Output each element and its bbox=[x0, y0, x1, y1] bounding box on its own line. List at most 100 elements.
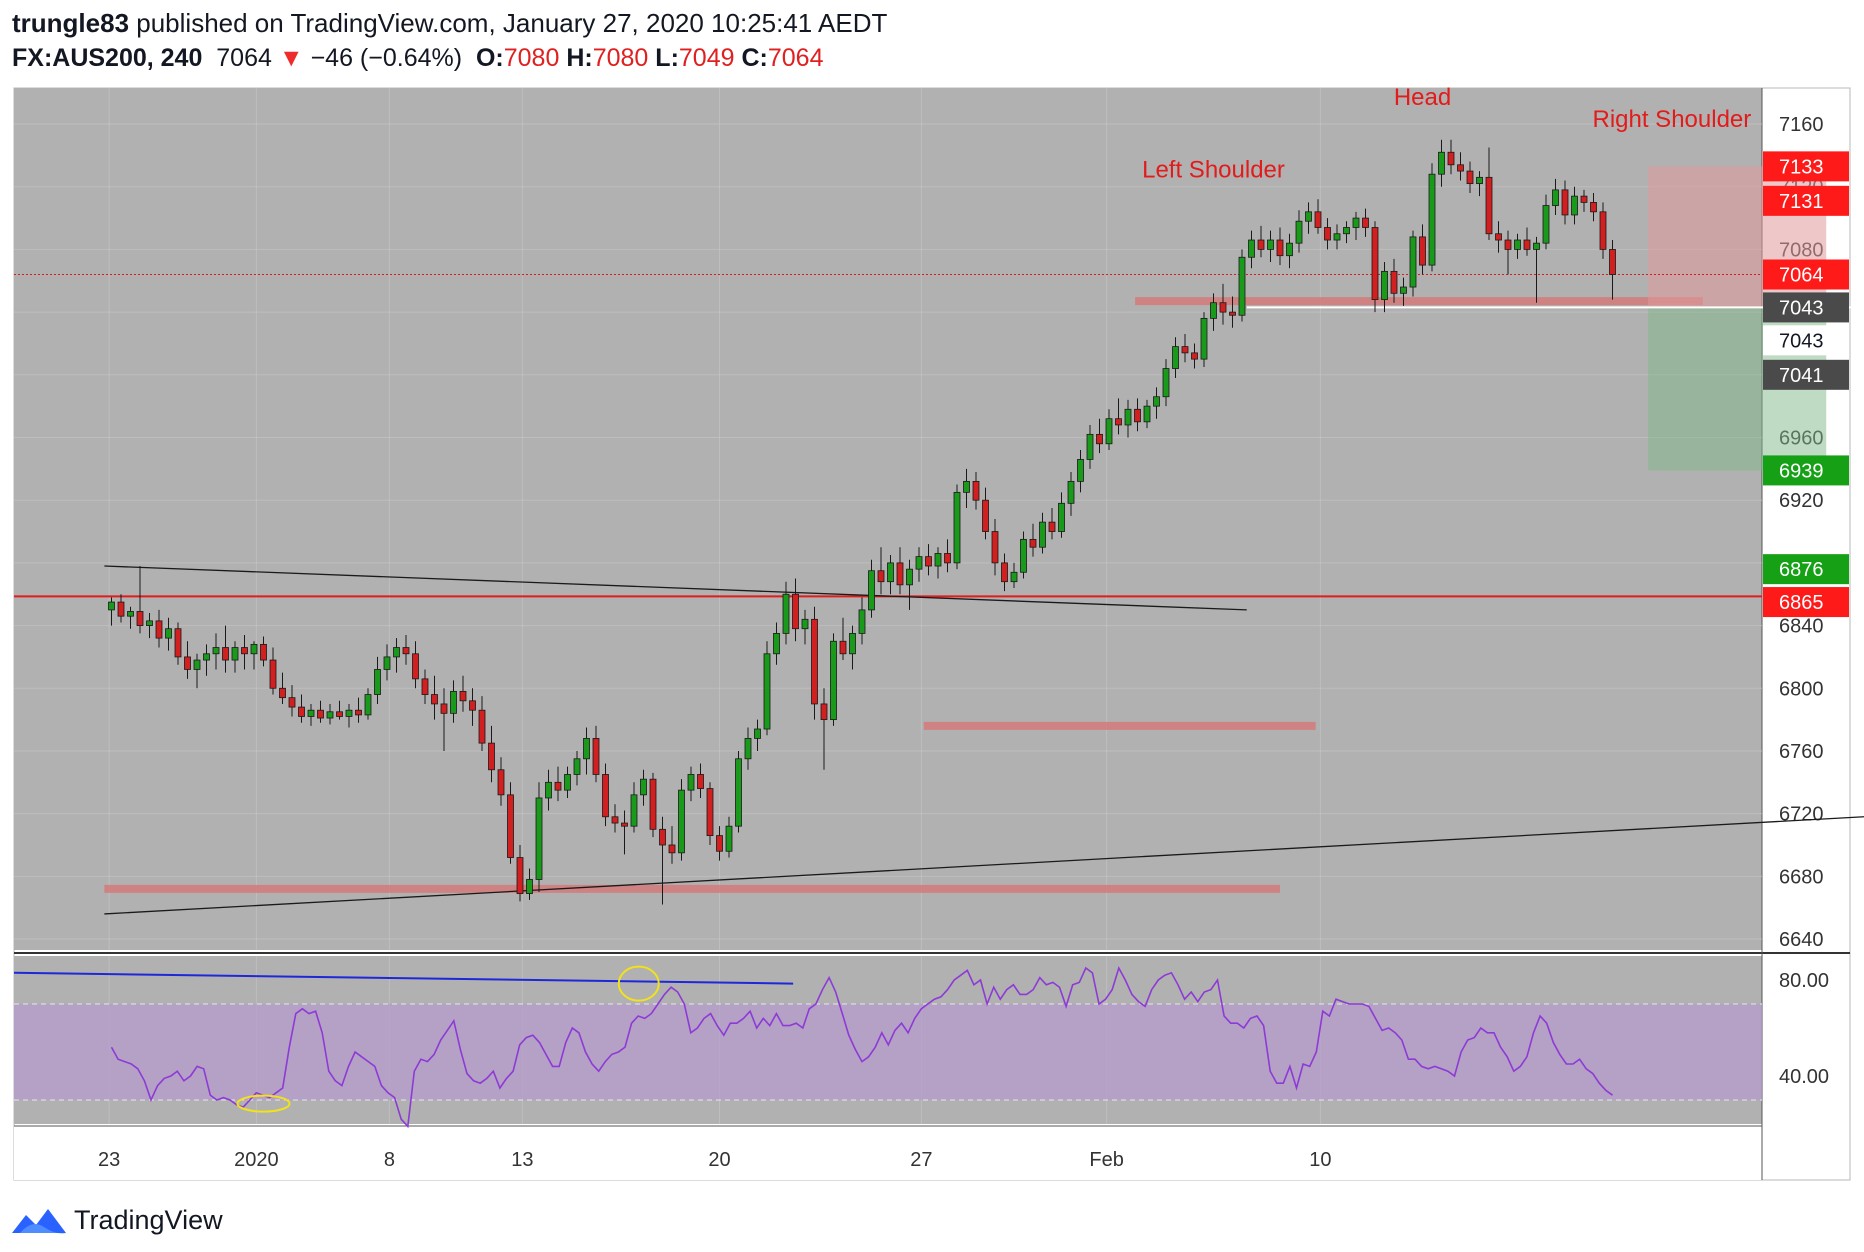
candle-109 bbox=[1143, 405, 1151, 423]
candle-32 bbox=[412, 653, 419, 680]
candle-19 bbox=[288, 697, 296, 708]
candle-28 bbox=[374, 669, 381, 695]
candle-62 bbox=[697, 774, 704, 789]
candle-54 bbox=[621, 822, 628, 827]
candle-143 bbox=[1466, 170, 1474, 185]
candle-25 bbox=[345, 709, 353, 717]
candle-57 bbox=[649, 778, 657, 830]
time-axis-bg bbox=[14, 1126, 1762, 1180]
candle-152 bbox=[1552, 189, 1559, 206]
candle-1 bbox=[117, 601, 125, 617]
candle-89 bbox=[953, 491, 961, 564]
candle-46 bbox=[545, 781, 552, 799]
candle-45 bbox=[535, 797, 543, 880]
price-tag-3 bbox=[1763, 292, 1849, 323]
candle-12 bbox=[222, 647, 229, 661]
price-tag-label-0: 7133 bbox=[1779, 156, 1824, 178]
candle-117 bbox=[1219, 302, 1227, 313]
annotation-right-shoulder: Right Shoulder bbox=[1592, 106, 1751, 133]
candle-85 bbox=[915, 556, 923, 570]
candle-72 bbox=[792, 593, 799, 630]
candle-133 bbox=[1371, 227, 1379, 300]
candle-26 bbox=[355, 709, 362, 716]
candle-148 bbox=[1514, 239, 1521, 250]
candle-110 bbox=[1153, 396, 1160, 407]
close-label: C: bbox=[741, 44, 768, 72]
publish-info: trungle83 published on TradingView.com, … bbox=[12, 8, 887, 39]
candle-20 bbox=[298, 706, 305, 717]
candle-53 bbox=[611, 816, 619, 824]
candle-112 bbox=[1172, 346, 1179, 369]
candle-90 bbox=[963, 480, 970, 493]
candle-0 bbox=[108, 601, 115, 611]
candle-103 bbox=[1086, 433, 1094, 460]
candle-23 bbox=[326, 711, 334, 719]
support-zone-2 bbox=[1135, 297, 1703, 306]
candle-91 bbox=[972, 480, 980, 501]
candle-93 bbox=[991, 531, 999, 564]
candle-84 bbox=[906, 568, 913, 586]
rising-trendline bbox=[104, 816, 1864, 915]
candle-56 bbox=[640, 778, 647, 796]
candle-29 bbox=[383, 656, 391, 670]
price-tag-label-5: 7041 bbox=[1779, 365, 1824, 387]
annotation-left-shoulder: Left Shoulder bbox=[1142, 156, 1285, 183]
price-tag-8 bbox=[1763, 587, 1849, 618]
candle-151 bbox=[1542, 205, 1550, 244]
candle-61 bbox=[687, 774, 695, 791]
candle-126 bbox=[1305, 211, 1312, 222]
candle-52 bbox=[602, 774, 609, 818]
candle-153 bbox=[1561, 189, 1569, 216]
candle-41 bbox=[497, 769, 505, 796]
candle-130 bbox=[1343, 227, 1350, 235]
x-tick-label-0: 23 bbox=[98, 1149, 120, 1171]
candle-50 bbox=[583, 738, 590, 760]
candle-127 bbox=[1314, 211, 1322, 228]
candle-35 bbox=[440, 703, 448, 714]
candle-101 bbox=[1067, 480, 1075, 504]
x-tick-label-7: 10 bbox=[1309, 1149, 1331, 1171]
candle-16 bbox=[260, 643, 267, 661]
candle-87 bbox=[934, 553, 942, 567]
x-tick-label-1: 2020 bbox=[234, 1149, 279, 1171]
candle-144 bbox=[1476, 176, 1483, 185]
y-tick-label-13: 7160 bbox=[1779, 114, 1824, 136]
x-tick-label-4: 20 bbox=[708, 1149, 730, 1171]
candle-22 bbox=[317, 709, 324, 719]
candle-80 bbox=[868, 570, 875, 611]
price-tag-label-4: 7043 bbox=[1779, 330, 1824, 352]
candle-75 bbox=[820, 703, 828, 721]
rsi-highlight-bottom bbox=[236, 1094, 291, 1113]
support-zone-0 bbox=[923, 721, 1316, 730]
rsi-tick-label-1: 40.00 bbox=[1779, 1066, 1829, 1088]
candle-11 bbox=[212, 647, 220, 655]
candle-94 bbox=[1001, 562, 1008, 583]
candle-111 bbox=[1162, 368, 1170, 398]
footer-brand[interactable]: TradingView bbox=[10, 1200, 223, 1240]
candle-158 bbox=[1609, 249, 1616, 275]
candle-7 bbox=[174, 628, 182, 658]
candle-114 bbox=[1191, 352, 1198, 360]
candle-8 bbox=[184, 656, 191, 670]
candle-77 bbox=[839, 640, 847, 655]
candle-2 bbox=[127, 611, 134, 617]
y-tick-label-1: 6680 bbox=[1779, 866, 1824, 888]
author-name[interactable]: trungle83 bbox=[12, 8, 130, 38]
annotation-head: Head bbox=[1394, 84, 1451, 111]
candle-120 bbox=[1248, 239, 1255, 258]
candle-97 bbox=[1029, 538, 1037, 548]
price-tag-0 bbox=[1763, 151, 1849, 182]
candle-82 bbox=[887, 562, 894, 583]
open-label: O: bbox=[475, 44, 504, 72]
high-label: H: bbox=[566, 44, 593, 72]
high-value: 7080 bbox=[592, 44, 649, 72]
candle-30 bbox=[393, 647, 400, 658]
candle-135 bbox=[1390, 270, 1398, 294]
candle-74 bbox=[811, 618, 818, 705]
candle-9 bbox=[193, 659, 201, 670]
symbol-name[interactable]: FX:AUS200, 240 bbox=[12, 44, 203, 72]
candle-55 bbox=[630, 794, 638, 827]
x-tick-label-2: 8 bbox=[384, 1149, 395, 1171]
candle-18 bbox=[279, 687, 286, 699]
